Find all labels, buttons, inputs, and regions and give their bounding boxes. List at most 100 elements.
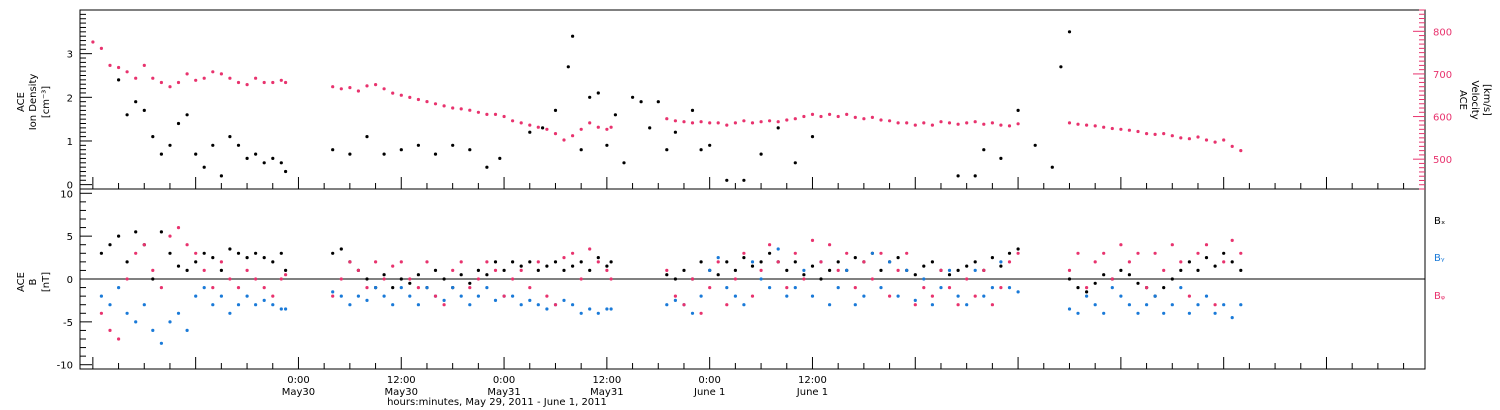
velocity-point: [965, 121, 969, 125]
density-tick-label: 2: [67, 93, 73, 104]
velocity-point: [433, 102, 438, 106]
velocity-point: [348, 86, 352, 90]
x-tick-time-label: 0:00: [493, 375, 515, 386]
density-point: [399, 148, 403, 152]
density-point: [159, 152, 163, 156]
velocity-point: [339, 87, 343, 91]
x-tick-time-label: 0:00: [287, 375, 309, 386]
by-point: [331, 290, 335, 294]
density-point: [365, 135, 369, 139]
bz-point: [1153, 251, 1157, 255]
bz-point: [245, 268, 249, 272]
bx-point: [125, 260, 129, 264]
velocity-point: [922, 121, 926, 125]
velocity-point: [176, 80, 181, 85]
by-point: [211, 303, 215, 307]
by-point: [1222, 303, 1226, 307]
bz-point: [750, 294, 755, 298]
bx-point: [1076, 286, 1080, 290]
by-point: [228, 311, 232, 315]
by-point: [836, 286, 840, 290]
bz-point: [845, 251, 849, 255]
bx-point: [1016, 247, 1020, 251]
velocity-point: [365, 84, 369, 88]
by-point: [1093, 303, 1097, 307]
velocity-point: [1067, 121, 1072, 125]
density-point: [416, 143, 420, 147]
velocity-point: [759, 120, 763, 124]
bz-point: [956, 303, 960, 307]
bz-point: [134, 251, 138, 255]
by-point: [1102, 311, 1106, 315]
bz-point: [284, 273, 288, 277]
by-point: [408, 294, 412, 298]
by-point: [339, 294, 343, 298]
bx-point: [793, 260, 797, 264]
density-point: [262, 161, 266, 165]
bz-point: [185, 243, 189, 247]
density-point: [498, 156, 502, 160]
bx-point: [1136, 281, 1140, 285]
by-point: [888, 260, 892, 264]
axis-ticks: [80, 9, 1425, 369]
bx-point: [562, 268, 566, 272]
velocity-point: [91, 40, 95, 44]
by-point: [151, 328, 155, 332]
by-point: [990, 286, 995, 290]
bz-point: [759, 268, 763, 272]
by-point: [528, 298, 532, 302]
velocity-point: [733, 121, 738, 125]
density-point: [433, 152, 438, 156]
by-point: [768, 286, 772, 290]
bx-point: [682, 268, 686, 272]
bx-point: [228, 247, 232, 251]
velocity-point: [202, 76, 206, 80]
density-point: [176, 121, 181, 126]
bz-point: [1196, 251, 1200, 255]
by-point: [391, 303, 395, 307]
bx-point: [699, 260, 703, 264]
bx-point: [176, 264, 181, 268]
x-tick-date-label: May30: [385, 387, 418, 398]
velocity-point: [939, 120, 943, 124]
bx-point: [485, 273, 489, 277]
by-point: [1067, 307, 1072, 311]
by-point: [716, 256, 720, 260]
bz-point: [459, 260, 463, 264]
field-tick-label: -10: [57, 361, 73, 372]
bz-point: [828, 243, 832, 247]
by-point: [930, 303, 935, 307]
bx-point: [665, 273, 669, 277]
by-point: [862, 294, 866, 298]
by-point: [279, 307, 283, 311]
bz-point: [1162, 268, 1166, 272]
density-axis-label-line2: Ion Density: [28, 74, 39, 131]
bz-point: [254, 277, 258, 281]
velocity-point: [536, 125, 540, 129]
density-point: [999, 156, 1003, 160]
velocity-point: [211, 70, 215, 74]
by-point: [999, 260, 1003, 264]
velocity-point: [1230, 144, 1234, 148]
velocity-point: [1127, 128, 1131, 132]
velocity-point: [562, 138, 566, 142]
density-tick-label: 0: [67, 181, 73, 192]
by-point: [374, 286, 378, 290]
bx-point: [596, 256, 600, 260]
bx-point: [879, 268, 883, 272]
velocity-point: [810, 112, 815, 116]
field-tick-label: -5: [63, 318, 73, 329]
bz-point: [1204, 243, 1209, 247]
axis-tick-labels: 0123500600700800-10-505100:00May3012:00M…: [57, 27, 1452, 398]
by-point: [913, 298, 917, 302]
bz-point: [331, 294, 335, 298]
velocity-tick-label: 700: [1433, 70, 1452, 81]
velocity-point: [690, 121, 695, 125]
by-point: [699, 294, 703, 298]
by-point: [605, 307, 609, 311]
bz-point: [922, 286, 926, 290]
velocity-point: [416, 97, 420, 102]
field-axis-label-line3: [nT]: [41, 272, 52, 292]
bz-point: [982, 268, 986, 272]
by-point: [1170, 303, 1174, 307]
